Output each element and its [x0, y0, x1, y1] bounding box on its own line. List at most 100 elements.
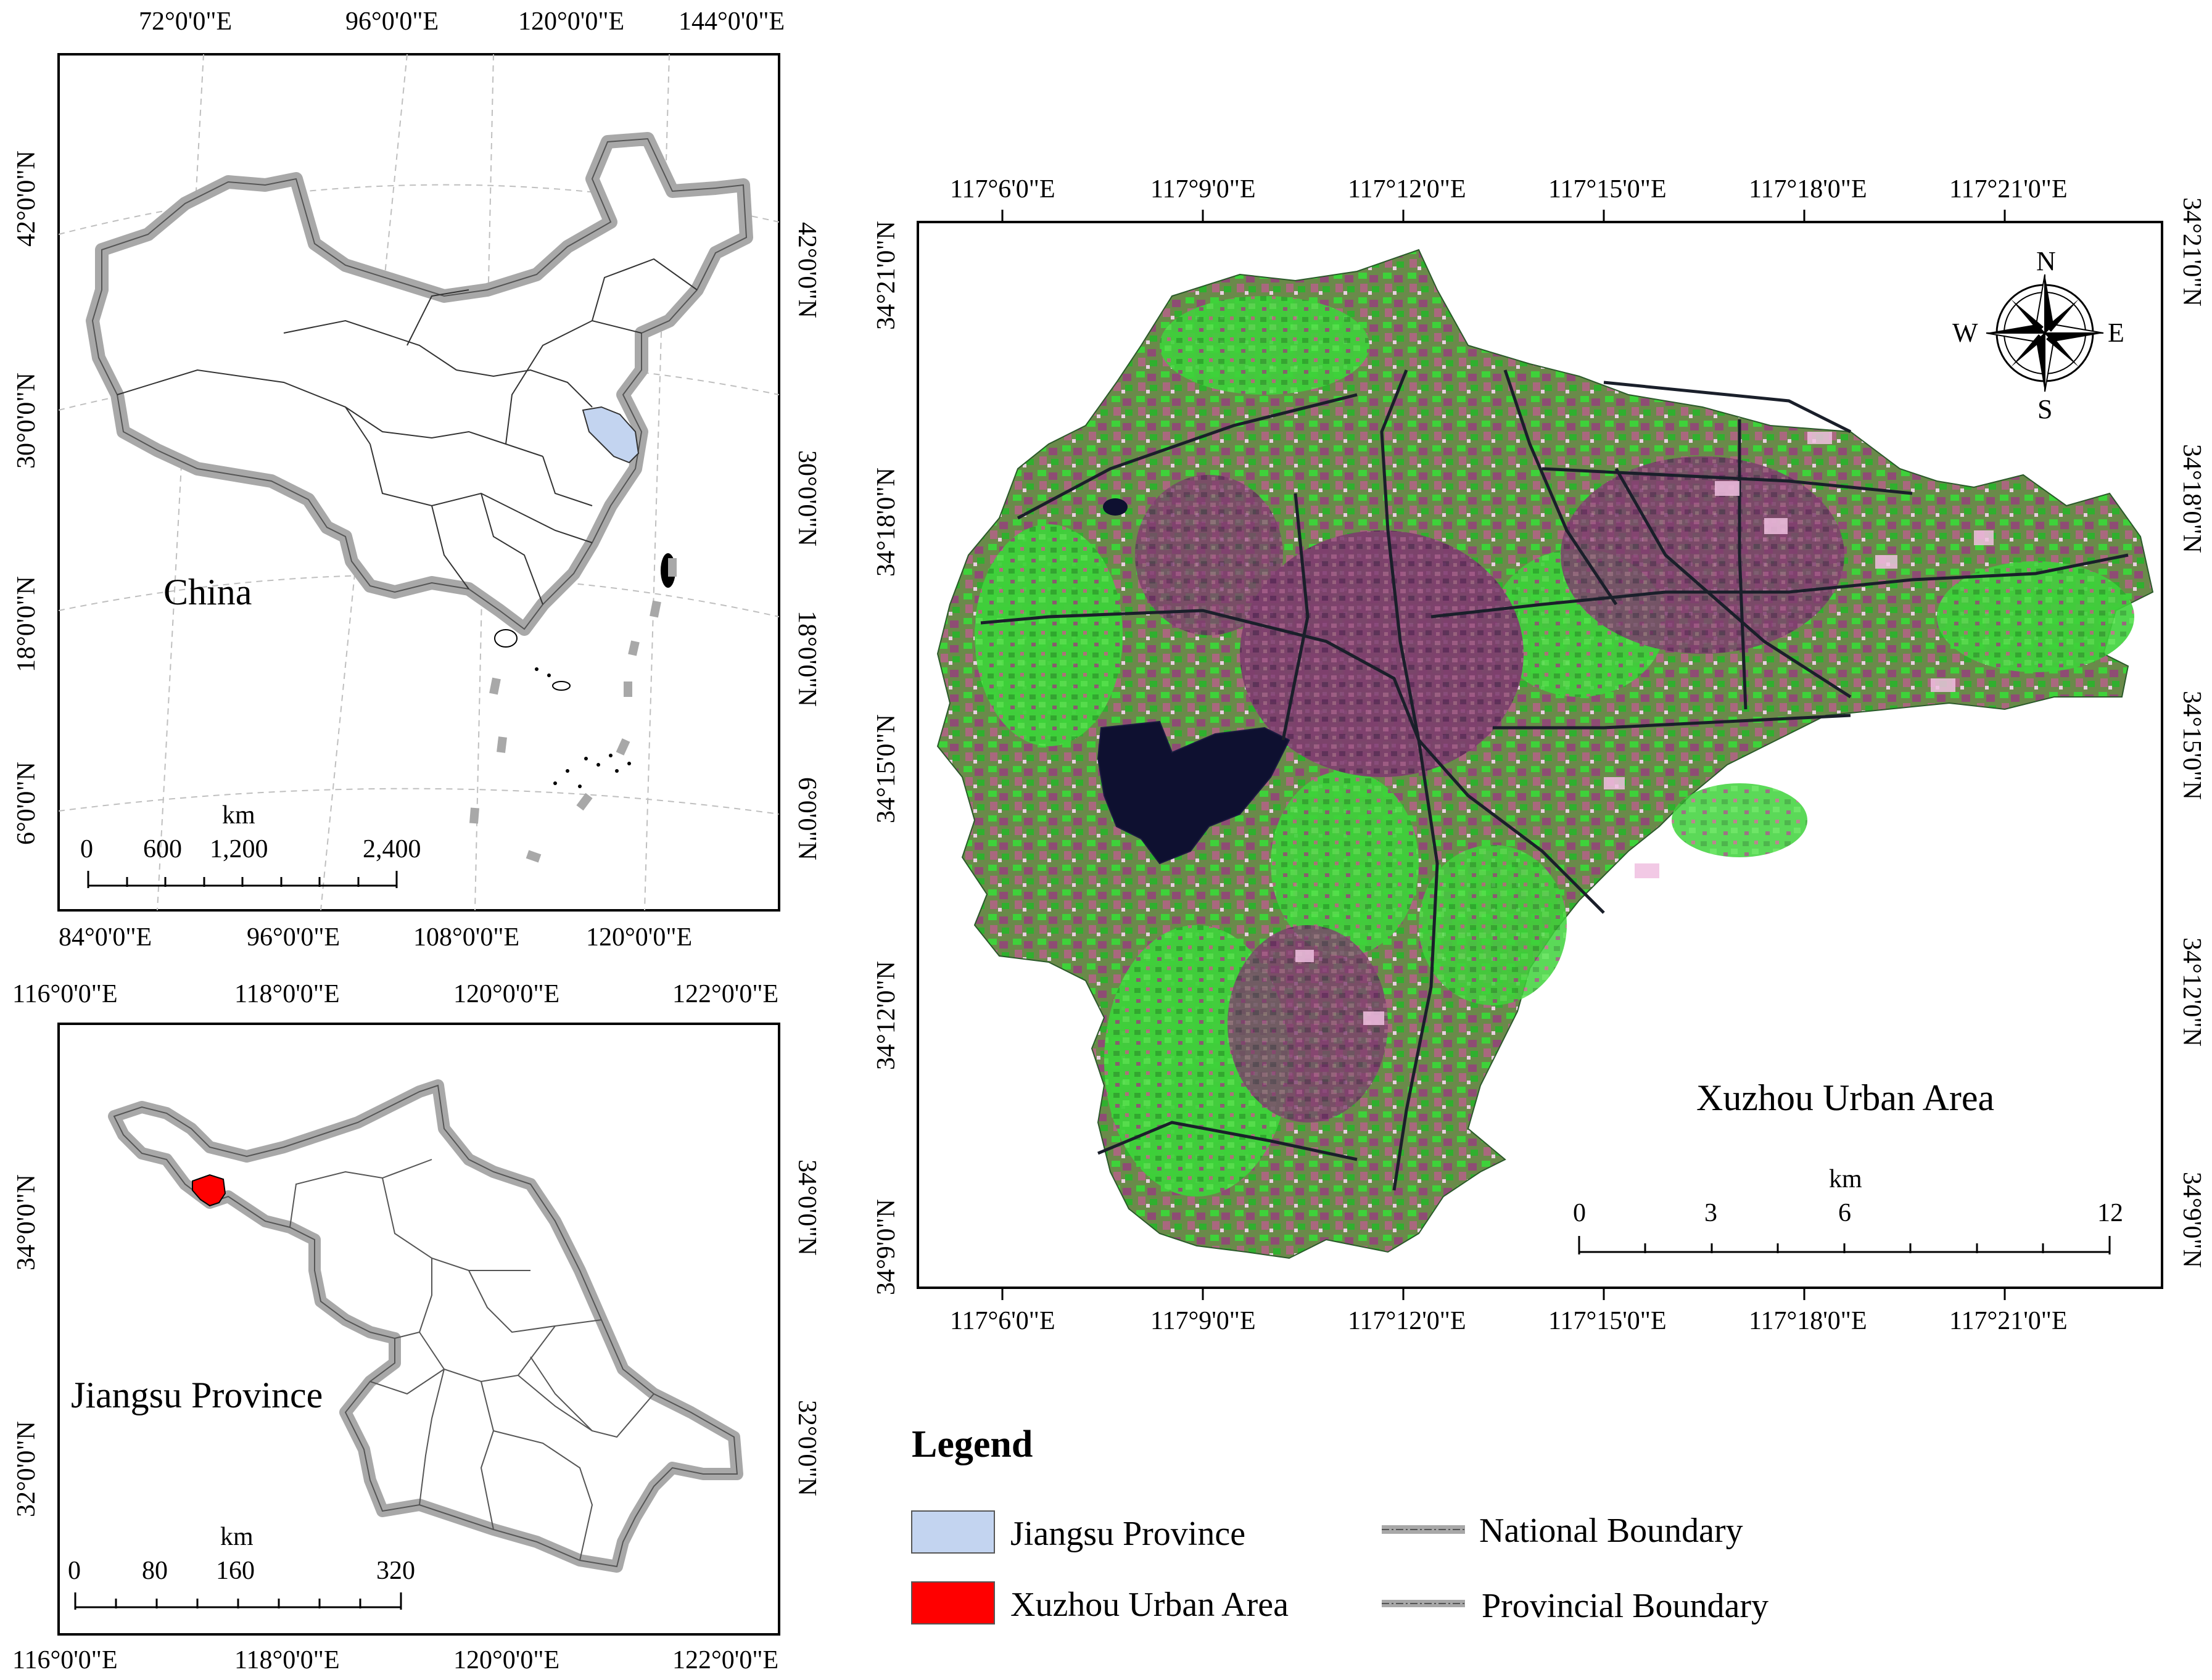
- legend-title: Legend: [912, 1423, 1033, 1465]
- china-dash-line: [469, 558, 677, 863]
- xuzhou-left-ticks: 34°21'0"N 34°18'0"N 34°15'0"N 34°12'0"N …: [872, 221, 901, 1295]
- china-graticule: [58, 54, 780, 911]
- jiangsu-top-tick: 116°0'0"E: [12, 980, 118, 1008]
- jiangsu-city-lines: [289, 1159, 654, 1561]
- compass-n: N: [2036, 246, 2056, 276]
- xuzhou-left-tick: 34°15'0"N: [872, 714, 901, 823]
- legend-label-provincial: Provincial Boundary: [1482, 1587, 1768, 1625]
- jiangsu-right-tick: 34°0'0"N: [793, 1159, 821, 1256]
- china-top-tick: 72°0'0"E: [139, 7, 232, 36]
- legend-swatch-xuzhou: [911, 1581, 995, 1624]
- xuzhou-scale-0: 0: [1573, 1199, 1586, 1227]
- xuzhou-scale-unit: km: [1829, 1165, 1862, 1193]
- china-scale-bar: km 0 600 1,200 2,400: [80, 801, 421, 888]
- xuzhou-bottom-tick: 117°12'0"E: [1348, 1307, 1466, 1335]
- china-left-tick: 42°0'0"N: [12, 150, 41, 247]
- jiangsu-right-ticks: 34°0'0"N 32°0'0"N: [793, 1159, 821, 1496]
- xuzhou-right-tick: 34°21'0"N: [2177, 197, 2206, 307]
- xuzhou-bottom-tick: 117°6'0"E: [950, 1307, 1055, 1335]
- xuzhou-right-tick: 34°12'0"N: [2177, 937, 2206, 1047]
- xuzhou-top-tick: 117°15'0"E: [1548, 175, 1667, 204]
- xuzhou-frame-ticks: [1001, 210, 2006, 1300]
- jiangsu-right-tick: 32°0'0"N: [793, 1400, 821, 1496]
- china-bottom-tick: 84°0'0"E: [59, 923, 152, 952]
- china-scale-2400: 2,400: [363, 835, 421, 863]
- china-top-tick: 144°0'0"E: [679, 7, 785, 36]
- china-scale-0: 0: [80, 835, 93, 863]
- jiangsu-left-tick: 32°0'0"N: [12, 1421, 41, 1517]
- legend-label-national: National Boundary: [1479, 1512, 1743, 1550]
- legend-label-jiangsu: Jiangsu Province: [1010, 1515, 1245, 1553]
- china-left-tick: 6°0'0"N: [12, 762, 41, 845]
- china-bottom-tick: 120°0'0"E: [586, 923, 692, 952]
- jiangsu-scale-bar: km 0 80 160 320: [68, 1523, 415, 1610]
- china-right-tick: 6°0'0"N: [793, 777, 821, 860]
- xuzhou-bottom-tick: 117°21'0"E: [1949, 1307, 2068, 1335]
- jiangsu-scale-160: 160: [216, 1557, 255, 1585]
- china-label: China: [163, 572, 252, 612]
- north-arrow-icon: N S E W: [1952, 246, 2124, 424]
- jiangsu-top-ticks: 116°0'0"E 118°0'0"E 120°0'0"E 122°0'0"E: [12, 980, 778, 1008]
- jiangsu-scale-unit: km: [220, 1523, 254, 1551]
- compass-w: W: [1952, 318, 1978, 348]
- china-right-ticks: 42°0'0"N 30°0'0"N 18°0'0"N 6°0'0"N: [793, 222, 821, 860]
- xuzhou-right-tick: 34°15'0"N: [2177, 691, 2206, 800]
- jiangsu-bottom-ticks: 116°0'0"E 118°0'0"E 120°0'0"E 122°0'0"E: [12, 1646, 778, 1674]
- china-scale-unit: km: [222, 801, 255, 830]
- china-left-tick: 30°0'0"N: [12, 373, 41, 469]
- xuzhou-scale-6: 6: [1838, 1199, 1851, 1227]
- jiangsu-bottom-tick: 118°0'0"E: [234, 1646, 340, 1674]
- xuzhou-top-tick: 117°21'0"E: [1949, 175, 2068, 204]
- china-left-tick: 18°0'0"N: [12, 576, 41, 672]
- china-bottom-tick: 96°0'0"E: [247, 923, 340, 952]
- xuzhou-roads: [980, 369, 2129, 1191]
- jiangsu-top-tick: 118°0'0"E: [234, 980, 340, 1008]
- jiangsu-bottom-tick: 122°0'0"E: [672, 1646, 778, 1674]
- china-right-tick: 30°0'0"N: [793, 450, 821, 546]
- xuzhou-right-tick: 34°18'0"N: [2177, 444, 2206, 553]
- xuzhou-bottom-tick: 117°9'0"E: [1150, 1307, 1256, 1335]
- xuzhou-left-tick: 34°18'0"N: [872, 467, 901, 577]
- china-provincial-lines: [117, 258, 698, 605]
- china-top-tick: 120°0'0"E: [518, 7, 624, 36]
- china-scale-1200: 1,200: [210, 835, 268, 863]
- xuzhou-right-tick: 34°9'0"N: [2177, 1172, 2206, 1268]
- xuzhou-top-tick: 117°12'0"E: [1348, 175, 1466, 204]
- xuzhou-top-tick: 117°9'0"E: [1150, 175, 1256, 204]
- legend-swatch-jiangsu: [911, 1510, 995, 1554]
- jiangsu-label: Jiangsu Province: [71, 1375, 323, 1415]
- china-scale-600: 600: [143, 835, 182, 863]
- jiangsu-bottom-tick: 116°0'0"E: [12, 1646, 118, 1674]
- xuzhou-scale-3: 3: [1704, 1199, 1717, 1227]
- jiangsu-top-tick: 122°0'0"E: [672, 980, 778, 1008]
- xuzhou-left-tick: 34°9'0"N: [872, 1199, 901, 1295]
- legend: Legend Jiangsu Province Xuzhou Urban Are…: [911, 1423, 1768, 1625]
- jiangsu-left-ticks: 34°0'0"N 32°0'0"N: [12, 1174, 41, 1517]
- china-top-tick: 96°0'0"E: [345, 7, 439, 36]
- compass-e: E: [2108, 318, 2124, 348]
- jiangsu-xuzhou-highlight: [192, 1174, 226, 1207]
- jiangsu-top-tick: 120°0'0"E: [453, 980, 559, 1008]
- china-jiangsu-highlight: [582, 406, 640, 464]
- xuzhou-lake: [1097, 720, 1290, 865]
- xuzhou-label: Xuzhou Urban Area: [1696, 1077, 1994, 1118]
- china-map: China km 0 600 1,200 2,400 72°0'0"E 96°0…: [12, 7, 821, 952]
- xuzhou-bright-patches: [1295, 432, 1994, 1025]
- china-top-ticks: 72°0'0"E 96°0'0"E 120°0'0"E 144°0'0"E: [139, 7, 785, 36]
- jiangsu-bottom-tick: 120°0'0"E: [453, 1646, 559, 1674]
- xuzhou-bottom-tick: 117°15'0"E: [1548, 1307, 1667, 1335]
- xuzhou-bottom-tick: 117°18'0"E: [1749, 1307, 1867, 1335]
- xuzhou-bottom-ticks: 117°6'0"E 117°9'0"E 117°12'0"E 117°15'0"…: [950, 1307, 2068, 1335]
- jiangsu-map: Jiangsu Province km 0 80 160 320 116°0'0…: [12, 980, 821, 1674]
- xuzhou-right-ticks: 34°21'0"N 34°18'0"N 34°15'0"N 34°12'0"N …: [2177, 197, 2206, 1268]
- jiangsu-scale-320: 320: [376, 1557, 415, 1585]
- xuzhou-left-tick: 34°12'0"N: [872, 961, 901, 1070]
- china-bottom-ticks: 84°0'0"E 96°0'0"E 108°0'0"E 120°0'0"E: [59, 923, 692, 952]
- xuzhou-scale-12: 12: [2097, 1199, 2123, 1227]
- compass-s: S: [2037, 394, 2052, 424]
- china-right-tick: 42°0'0"N: [793, 222, 821, 318]
- xuzhou-top-tick: 117°18'0"E: [1749, 175, 1867, 204]
- xuzhou-top-ticks: 117°6'0"E 117°9'0"E 117°12'0"E 117°15'0"…: [950, 175, 2068, 204]
- legend-label-xuzhou: Xuzhou Urban Area: [1010, 1586, 1289, 1624]
